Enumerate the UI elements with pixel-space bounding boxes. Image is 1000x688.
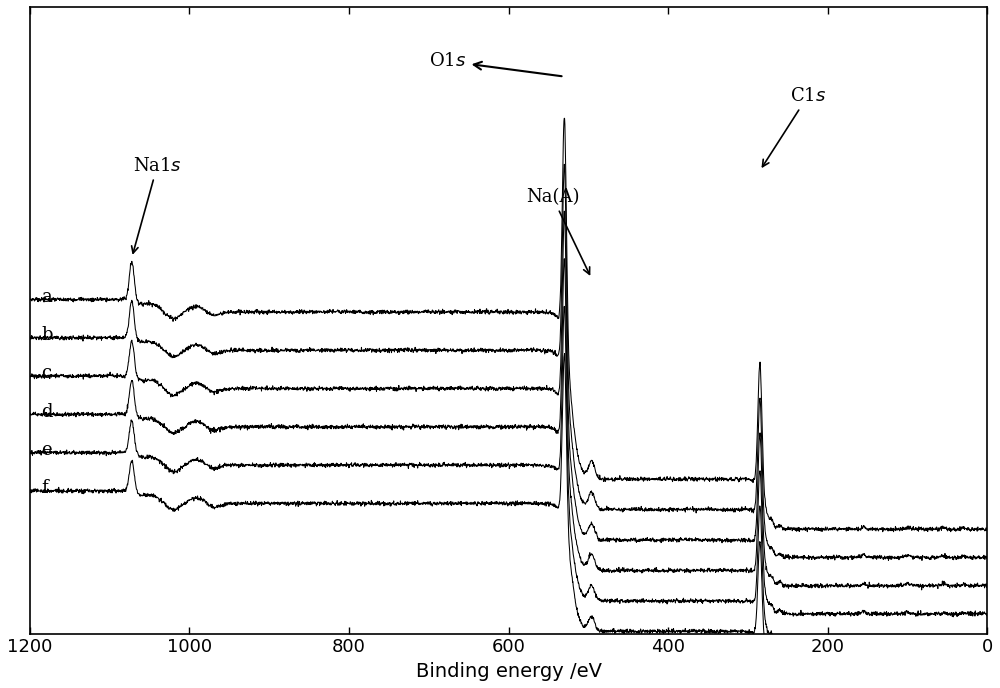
Text: C1$s$: C1$s$ — [762, 87, 826, 166]
Text: a: a — [42, 288, 52, 305]
Text: Na(A): Na(A) — [526, 188, 590, 275]
Text: Na1$s$: Na1$s$ — [132, 157, 182, 253]
Text: d: d — [42, 402, 53, 420]
Text: f: f — [42, 479, 48, 497]
Text: e: e — [42, 441, 52, 459]
Text: b: b — [42, 326, 53, 344]
Text: c: c — [42, 364, 52, 383]
X-axis label: Binding energy /eV: Binding energy /eV — [416, 662, 602, 681]
Text: O1$s$: O1$s$ — [429, 52, 562, 76]
